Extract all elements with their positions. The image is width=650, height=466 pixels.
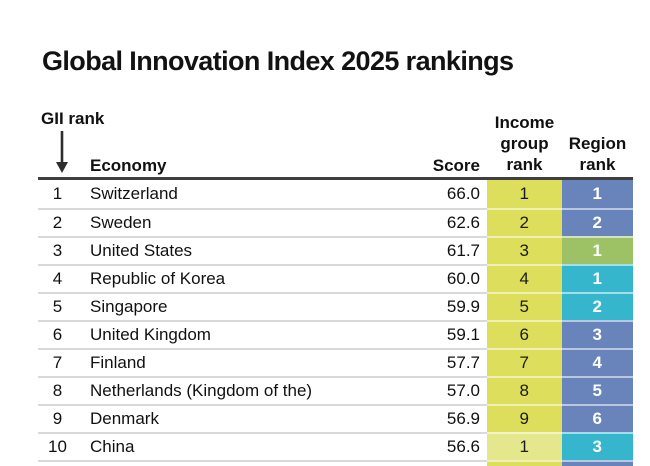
- score-cell: 61.7: [387, 236, 487, 264]
- table-row: 5 Singapore 59.9 5 2: [38, 292, 633, 320]
- economy-cell: Netherlands (Kingdom of the): [85, 376, 387, 404]
- region-header-line: Region: [568, 134, 627, 153]
- rankings-table: 1 Switzerland 66.0 1 1 2 Sweden 62.6 2 2 3 United S…: [38, 177, 633, 466]
- income-header-line: rank: [506, 155, 543, 174]
- gii-rank-cell: [38, 460, 85, 466]
- gii-rank-cell: 1: [52, 184, 63, 203]
- income-rank-cell: 7: [487, 348, 562, 376]
- income-rank-cell: 3: [487, 236, 562, 264]
- economy-column-header: Economy: [90, 156, 167, 175]
- gii-rank-cell: 8: [38, 376, 85, 404]
- table-row: 4 Republic of Korea 60.0 4 1: [38, 264, 633, 292]
- gii-rank-cell: 2: [38, 208, 85, 236]
- region-rank-cell: 3: [561, 432, 633, 460]
- score-column-header: Score: [432, 156, 480, 175]
- table-row: 1 Switzerland 66.0 1 1: [38, 180, 633, 208]
- score-cell: 59.1: [387, 320, 487, 348]
- table-row: 7 Finland 57.7 7 4: [38, 348, 633, 376]
- score-cell: 66.0: [446, 184, 480, 203]
- score-cell: 57.0: [387, 376, 487, 404]
- table-row: 10 China 56.6 1 3: [38, 432, 633, 460]
- economy-cell: Singapore: [85, 292, 387, 320]
- economy-cell: United States: [85, 236, 387, 264]
- score-cell: 60.0: [387, 264, 487, 292]
- income-rank-cell: 2: [487, 208, 562, 236]
- income-rank-cell: 5: [487, 292, 562, 320]
- table-row-partial: [38, 460, 633, 466]
- region-rank-cell: 6: [561, 404, 633, 432]
- economy-cell: Sweden: [85, 208, 387, 236]
- table-row: 2 Sweden 62.6 2 2: [38, 208, 633, 236]
- economy-cell: Denmark: [85, 404, 387, 432]
- region-header-line: rank: [579, 155, 616, 174]
- economy-cell: Republic of Korea: [85, 264, 387, 292]
- region-rank-cell: 2: [561, 208, 633, 236]
- economy-cell: [85, 460, 387, 466]
- income-rank-cell: 6: [487, 320, 562, 348]
- gii-rank-cell: 6: [38, 320, 85, 348]
- region-rank-cell: 1: [561, 264, 633, 292]
- gii-rank-cell: 10: [38, 432, 85, 460]
- income-rank-cell: 4: [487, 264, 562, 292]
- income-rank-cell: 9: [487, 404, 562, 432]
- income-rank-cell: 1: [487, 432, 562, 460]
- region-rank-cell: 2: [561, 292, 633, 320]
- score-cell: 59.9: [387, 292, 487, 320]
- gii-rank-cell: 7: [38, 348, 85, 376]
- region-rank-cell: 1: [561, 180, 633, 208]
- income-header-line: Income: [494, 113, 555, 132]
- region-rank-cell: 3: [561, 320, 633, 348]
- table-row: 3 United States 61.7 3 1: [38, 236, 633, 264]
- economy-cell: Finland: [85, 348, 387, 376]
- income-group-rank-column-header: Income group rank: [487, 112, 562, 175]
- gii-rank-cell: 5: [38, 292, 85, 320]
- score-cell: 56.6: [387, 432, 487, 460]
- region-rank-cell: 1: [561, 236, 633, 264]
- economy-cell: China: [85, 432, 387, 460]
- score-cell: 62.6: [387, 208, 487, 236]
- income-rank-cell: 1: [487, 180, 562, 208]
- income-header-line: group: [500, 134, 549, 153]
- gii-rank-cell: 4: [38, 264, 85, 292]
- region-rank-cell: 4: [561, 348, 633, 376]
- gii-rank-cell: 3: [38, 236, 85, 264]
- gii-rank-cell: 9: [38, 404, 85, 432]
- score-cell: [387, 460, 487, 466]
- income-rank-cell: [487, 460, 562, 466]
- score-cell: 57.7: [387, 348, 487, 376]
- table-row: 8 Netherlands (Kingdom of the) 57.0 8 5: [38, 376, 633, 404]
- table-row: 6 United Kingdom 59.1 6 3: [38, 320, 633, 348]
- income-rank-cell: 8: [487, 376, 562, 404]
- gii-rank-column-label: GII rank: [41, 109, 105, 128]
- down-arrow-icon: [53, 130, 71, 179]
- economy-cell: United Kingdom: [85, 320, 387, 348]
- score-cell: 56.9: [387, 404, 487, 432]
- region-rank-column-header: Region rank: [562, 133, 633, 175]
- page-title: Global Innovation Index 2025 rankings: [42, 46, 514, 76]
- economy-cell: Switzerland: [90, 184, 178, 203]
- table-row: 9 Denmark 56.9 9 6: [38, 404, 633, 432]
- region-rank-cell: [561, 460, 633, 466]
- region-rank-cell: 5: [561, 376, 633, 404]
